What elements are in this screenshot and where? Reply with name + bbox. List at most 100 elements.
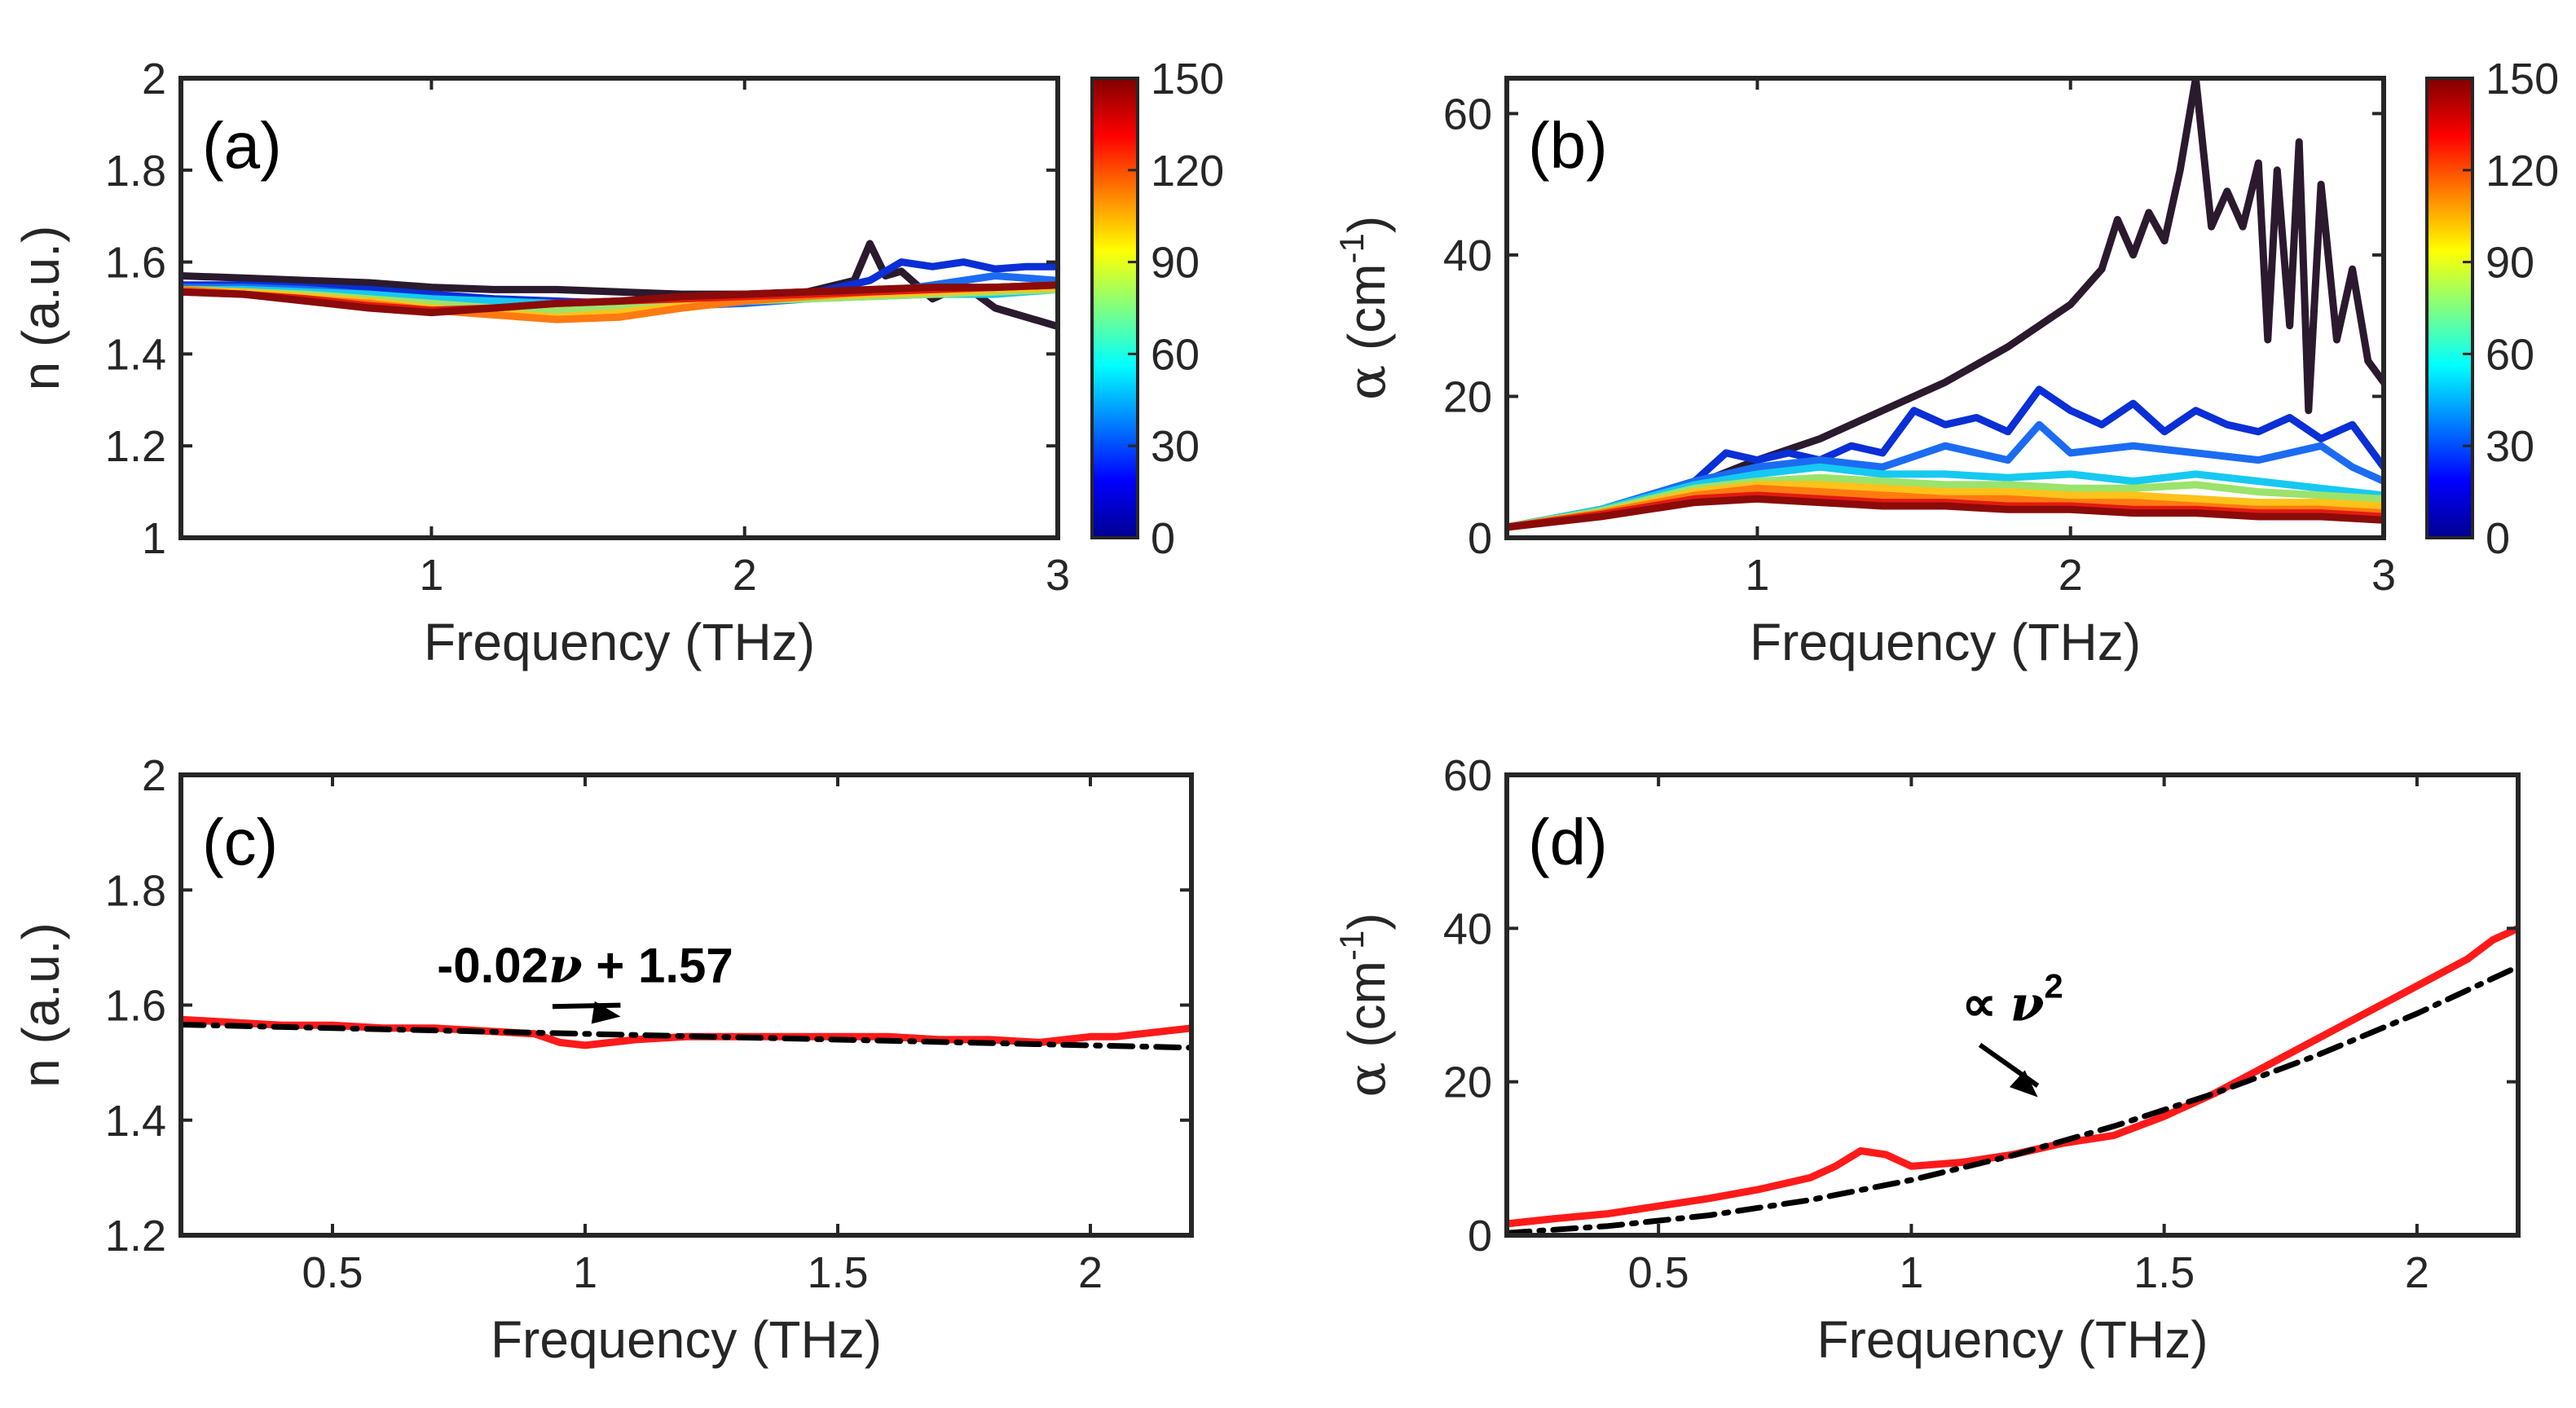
series-line-50: [1507, 463, 2384, 531]
x-tick-label: 1.5: [807, 1248, 868, 1297]
x-tick-label: 1.5: [2133, 1248, 2195, 1297]
annotation-arrow-head: [591, 1001, 621, 1024]
axes-box: [178, 76, 1060, 540]
y-tick-label: 1.4: [105, 1097, 166, 1146]
x-tick-label: 2: [733, 551, 757, 600]
y-tick-label: 1.6: [105, 982, 166, 1031]
y-tick-label: 40: [1443, 904, 1492, 953]
series-group: [1507, 78, 2384, 531]
y-tick-label: 20: [1443, 372, 1492, 421]
y-label-space: [1337, 1048, 1396, 1063]
panel-label: (c): [202, 806, 278, 878]
fit-annotation: -0.02ν + 1.57: [437, 937, 733, 994]
panel-label: (b): [1528, 109, 1608, 182]
colorbar: [2425, 77, 2474, 539]
x-tick-label: 1: [1745, 551, 1769, 600]
colorbar-tick-label: 60: [2486, 330, 2534, 379]
colorbar-tick-label: 120: [1151, 147, 1224, 196]
colorbar-tick-label: 150: [1151, 55, 1224, 103]
plot-area: [1507, 78, 2384, 538]
series-line-measured: [1507, 924, 2518, 1228]
y-tick-label: 1: [142, 514, 166, 563]
fit-line: [181, 1022, 1191, 1051]
y-axis-label: n (a.u.): [11, 226, 70, 391]
series-group: [1507, 924, 2518, 1235]
y-tick-label: 40: [1443, 231, 1492, 280]
series-line-0: [1507, 78, 2384, 531]
colorbar-tick-label: 0: [1151, 514, 1175, 563]
series-group: [181, 240, 1058, 331]
y-tick-label: 0: [1468, 514, 1492, 563]
x-axis-label: Frequency (THz): [491, 1310, 882, 1369]
y-tick-label: 60: [1443, 90, 1492, 139]
panel-label: (a): [202, 109, 282, 182]
x-axis-label: Frequency (THz): [1816, 1310, 2208, 1369]
colorbar-tick-label: 30: [1151, 422, 1200, 471]
y-tick-label: 1.2: [105, 422, 166, 471]
y-tick-label: 2: [142, 55, 166, 103]
panel-label: (d): [1528, 806, 1608, 878]
y-label-exponent: -1: [1332, 931, 1371, 961]
y-label-unit: (cm: [1337, 961, 1396, 1048]
y-label-symbol: α: [1337, 365, 1398, 400]
y-axis-label: α (cm-1): [1332, 913, 1398, 1097]
y-axis-label: n (a.u.): [11, 922, 70, 1088]
y-label-space: [1337, 350, 1396, 365]
x-axis-label: Frequency (THz): [1750, 613, 2141, 671]
colorbar-tick-label: 30: [2486, 422, 2534, 471]
y-tick-label: 1.4: [105, 330, 166, 379]
y-label-symbol: α: [1337, 1062, 1398, 1097]
y-label-unit: (cm: [1337, 264, 1396, 351]
series-line-30: [1507, 420, 2384, 531]
y-label-exponent: -1: [1332, 233, 1371, 263]
x-tick-label: 1: [419, 551, 443, 600]
y-axis-label: α (cm-1): [1332, 216, 1398, 400]
annotation-arrow-shaft: [552, 1002, 621, 1010]
colorbar: [1090, 77, 1139, 539]
annotation-text-a: ∝: [1962, 976, 2010, 1031]
y-tick-label: 2: [142, 751, 166, 800]
axes-box: [1504, 76, 2386, 540]
annotation-nu: ν: [548, 937, 583, 994]
y-label-close: ): [1337, 913, 1396, 930]
colorbar-tick-label: 120: [2486, 147, 2559, 196]
plot-area: [1507, 775, 2518, 1235]
annotation-nu: ν: [2010, 975, 2045, 1032]
plot-area: [181, 775, 1191, 1235]
y-tick-label: 1.6: [105, 239, 166, 288]
series-line-150: [1507, 495, 2384, 531]
y-tick-label: 1.2: [105, 1212, 166, 1261]
y-label-close: ): [1337, 216, 1396, 233]
x-tick-label: 2: [2059, 551, 2083, 600]
y-tick-label: 0: [1468, 1212, 1492, 1261]
x-tick-label: 1: [1899, 1248, 1923, 1297]
x-axis-label: Frequency (THz): [424, 613, 815, 671]
y-tick-label: 1.8: [105, 866, 166, 915]
panel-c: 0.5 1 1.5 2 1.2 1.4 1.6 1.8 2 Frequency (THz) n (a…: [11, 751, 1194, 1369]
x-tick-label: 3: [1046, 551, 1070, 600]
annotation-text-b: + 1.57: [583, 938, 733, 992]
annotation-text-a: -0.02: [437, 938, 548, 992]
colorbar-tick-label: 150: [2486, 55, 2559, 103]
colorbar-tick-label: 0: [2486, 514, 2510, 563]
fit-line: [1507, 963, 2518, 1235]
series-line-150: [181, 281, 1058, 317]
axes-box: [1504, 772, 2521, 1238]
fit-annotation: ∝ ν2: [1962, 966, 2063, 1032]
y-tick-label: 1.8: [105, 147, 166, 196]
x-tick-label: 1: [573, 1248, 597, 1297]
annotation-exponent: 2: [2044, 966, 2063, 1005]
colorbar-tick-label: 90: [1151, 239, 1200, 288]
x-tick-label: 2: [1078, 1248, 1103, 1297]
x-tick-label: 0.5: [1628, 1248, 1689, 1297]
annotation-arrow-head: [2009, 1070, 2038, 1098]
x-tick-label: 0.5: [302, 1248, 363, 1297]
series-line-15: [1507, 385, 2384, 531]
y-tick-label: 20: [1443, 1058, 1492, 1107]
x-tick-label: 2: [2405, 1248, 2429, 1297]
colorbar-tick-label: 90: [2486, 239, 2534, 288]
x-tick-label: 3: [2371, 551, 2396, 600]
